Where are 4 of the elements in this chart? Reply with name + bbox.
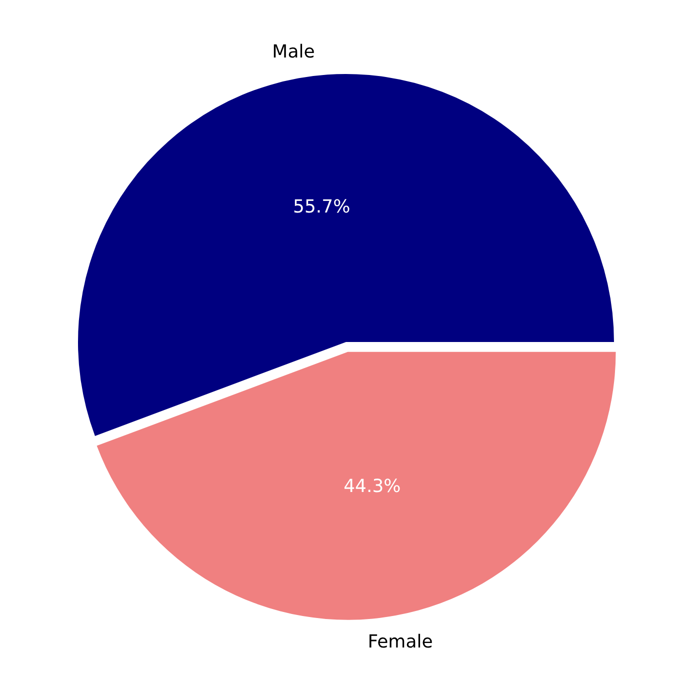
data-label: 55.7% [293, 196, 350, 218]
slice-label: Female [368, 631, 433, 652]
data-label: 44.3% [344, 476, 401, 498]
slice-label: Male [272, 41, 315, 62]
